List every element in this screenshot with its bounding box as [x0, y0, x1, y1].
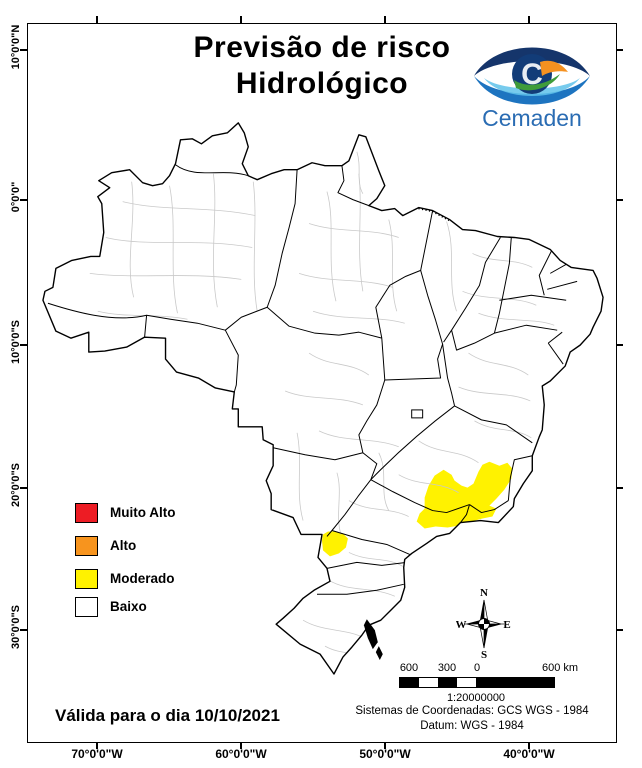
- scale-label: 600 km: [541, 662, 579, 674]
- axis-tick: [616, 629, 623, 631]
- map-frame: [27, 23, 617, 743]
- lat-label-10n: 10°0'0"N: [10, 24, 22, 70]
- risk-region-ms: [322, 531, 348, 557]
- lat-label-10s: 10°0'0"S: [10, 319, 22, 365]
- axis-tick: [240, 16, 242, 23]
- axis-tick: [96, 742, 98, 749]
- coordinate-system-note: Sistemas de Coordenadas: GCS WGS - 1984 …: [330, 704, 614, 734]
- scale-label: 300: [437, 662, 457, 674]
- datum-line: Datum: WGS - 1984: [420, 720, 524, 732]
- axis-tick: [616, 199, 623, 201]
- lon-label-70w: 70°0'0"W: [71, 747, 123, 761]
- legend-label: Moderado: [110, 571, 175, 586]
- axis-tick: [384, 742, 386, 749]
- legend-label: Muito Alto: [110, 505, 176, 520]
- lat-label-20s: 20°0'0"S: [10, 462, 22, 508]
- valid-date: Válida para o dia 10/10/2021: [55, 706, 280, 725]
- compass-w: W: [456, 619, 467, 631]
- lon-label-40w: 40°0'0"W: [503, 747, 555, 761]
- compass-n: N: [480, 587, 488, 599]
- axis-tick: [616, 344, 623, 346]
- axis-tick: [20, 199, 27, 201]
- axis-tick: [20, 487, 27, 489]
- legend-label: Alto: [110, 538, 137, 553]
- scale-label: 600: [399, 662, 419, 674]
- lon-label-60w: 60°0'0"W: [215, 747, 267, 761]
- coord-system-line: Sistemas de Coordenadas: GCS WGS - 1984: [355, 705, 589, 717]
- axis-tick: [528, 16, 530, 23]
- axis-tick: [240, 742, 242, 749]
- axis-tick: [616, 49, 623, 51]
- moderado-risk-regions: [322, 461, 513, 557]
- logo-letter: C: [521, 58, 543, 91]
- cemaden-logo: C Cemaden: [468, 30, 596, 132]
- axis-tick: [20, 629, 27, 631]
- lagoon: [363, 619, 378, 650]
- lat-label-30s: 30°0'0"S: [10, 604, 22, 650]
- title-line-2: Hidrológico: [235, 67, 409, 100]
- axis-tick: [616, 487, 623, 489]
- scale-label: 0: [473, 662, 481, 674]
- axis-tick: [528, 742, 530, 749]
- axis-tick: [20, 49, 27, 51]
- legend-label: Baixo: [110, 599, 147, 614]
- axis-tick: [20, 344, 27, 346]
- compass-rose-icon: N S W E: [456, 587, 511, 660]
- title-line-1: Previsão de risco: [193, 31, 451, 64]
- scale-ratio: 1:20000000: [446, 692, 506, 704]
- lat-label-0: 0°0'0": [10, 181, 22, 213]
- scale-bar: 600 300 0 600 km 1:20000000: [399, 662, 599, 710]
- cemaden-eye-icon: C Cemaden: [474, 47, 590, 131]
- lagoon-small: [375, 646, 383, 661]
- logo-wordmark: Cemaden: [482, 105, 582, 131]
- legend-swatch-alto: [75, 536, 98, 556]
- compass-s: S: [481, 649, 487, 660]
- axis-tick: [384, 16, 386, 23]
- df-rectangle: [411, 409, 424, 419]
- legend-swatch-muito-alto: [75, 503, 98, 523]
- brazil-map: [42, 122, 604, 675]
- state-boundaries: [47, 164, 578, 595]
- legend-swatch-baixo: [75, 597, 98, 617]
- page-title: Previsão de risco Hidrológico: [27, 30, 617, 102]
- axis-tick: [96, 16, 98, 23]
- lon-label-50w: 50°0'0"W: [359, 747, 411, 761]
- legend-swatch-moderado: [75, 569, 98, 589]
- risk-region-southeast: [416, 461, 513, 529]
- compass-e: E: [503, 619, 510, 631]
- scale-bar-segments: [399, 677, 555, 688]
- brazil-outline: [42, 122, 604, 675]
